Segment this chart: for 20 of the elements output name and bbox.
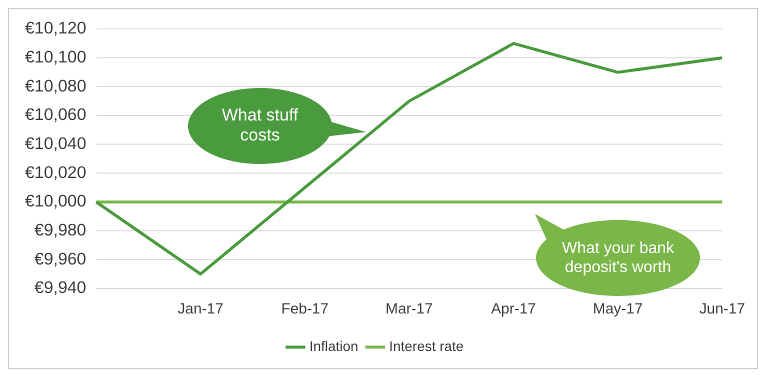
annotation: What stuff costs	[220, 106, 300, 146]
y-tick-label: €10,000	[24, 192, 86, 211]
y-tick-label: €10,100	[24, 48, 86, 67]
y-tick-label: €10,040	[24, 134, 86, 154]
y-tick-label: €10,120	[24, 18, 86, 38]
y-tick-label: €10,060	[24, 105, 86, 124]
y-tick-label: €9,940	[34, 278, 86, 298]
y-tick-label: €10,020	[24, 162, 86, 182]
x-tick-label: May-17	[592, 300, 643, 318]
y-tick-label: €9,960	[34, 249, 86, 268]
x-tick-label: Jan-17	[178, 300, 224, 318]
legend-label: Inflation	[309, 338, 358, 354]
annotation: What your bank deposit's worth	[560, 238, 676, 278]
legend-label: Interest rate	[389, 338, 464, 354]
x-tick-label: Mar-17	[386, 300, 433, 318]
x-tick-label: Jun-17	[699, 300, 746, 318]
y-tick-label: €10,080	[24, 76, 86, 96]
x-tick-label: Apr-17	[491, 300, 536, 318]
x-tick-label: Feb-17	[281, 300, 329, 318]
y-tick-label: €9,980	[34, 220, 86, 240]
